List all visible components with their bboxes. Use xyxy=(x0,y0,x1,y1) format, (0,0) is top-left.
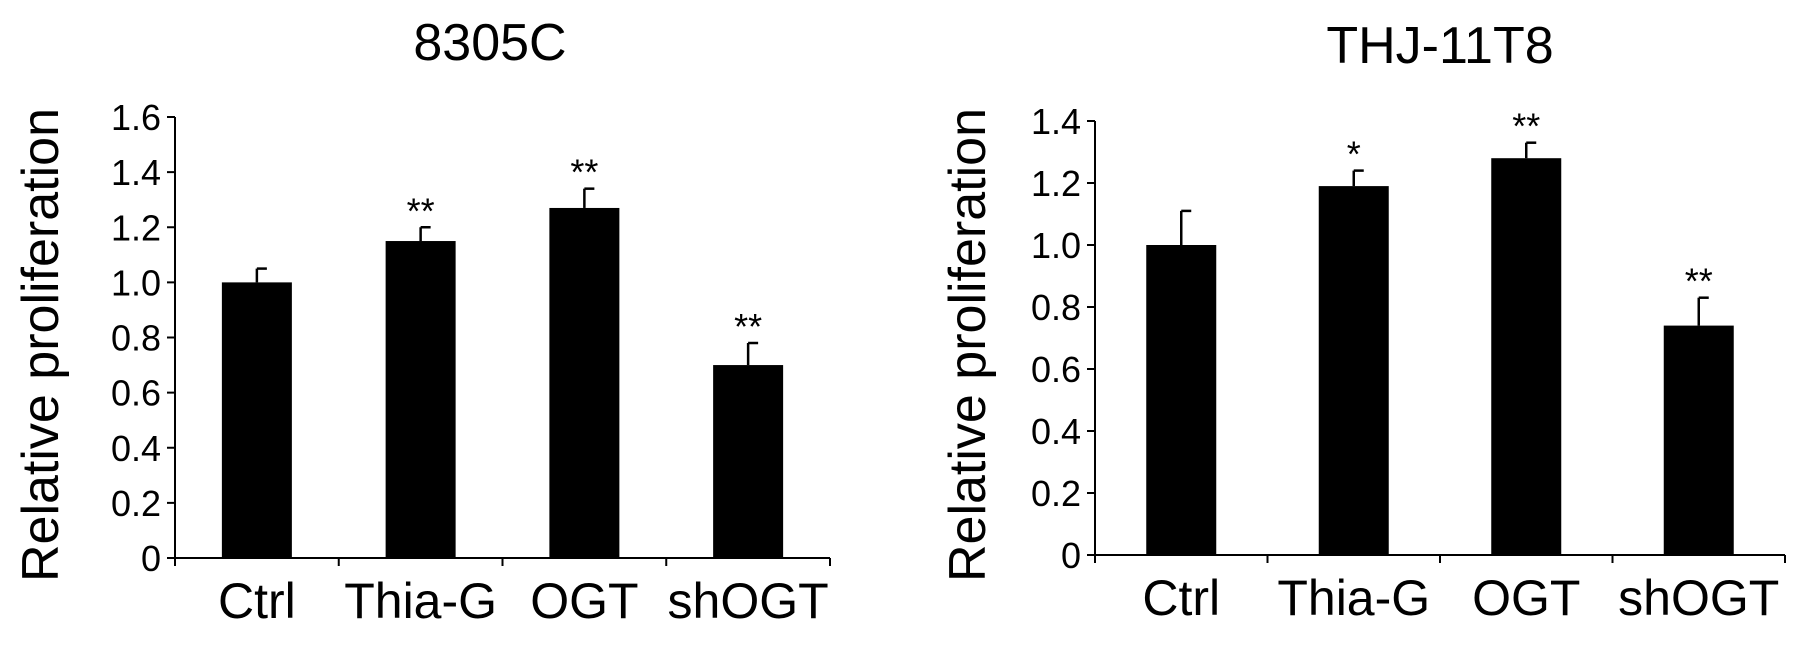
y-tick-label: 1.4 xyxy=(111,152,161,193)
significance-marker: * xyxy=(1347,134,1361,175)
chart-title: THJ-11T8 xyxy=(1326,17,1553,75)
x-tick-label: OGT xyxy=(1472,570,1580,626)
significance-marker: ** xyxy=(407,190,435,231)
y-tick-label: 1.2 xyxy=(1031,163,1081,204)
bar-thia-g xyxy=(1318,186,1389,555)
y-tick-label: 0.4 xyxy=(111,428,161,469)
bar-shogt xyxy=(1663,325,1734,555)
x-tick-label: Ctrl xyxy=(218,573,296,629)
y-axis-label: Relative proliferation xyxy=(12,108,70,582)
significance-marker: ** xyxy=(734,306,762,347)
y-tick-label: 1.0 xyxy=(1031,225,1081,266)
y-tick-label: 1.2 xyxy=(111,207,161,248)
y-tick-label: 0.4 xyxy=(1031,411,1081,452)
bar-shogt xyxy=(713,365,784,558)
chart-title: 8305C xyxy=(413,14,566,72)
y-tick-label: 0 xyxy=(141,538,161,579)
y-tick-label: 0.8 xyxy=(111,318,161,359)
bar-ctrl xyxy=(1146,245,1217,555)
bar-ctrl xyxy=(221,282,292,558)
significance-marker: ** xyxy=(1512,106,1540,147)
chart-8305c: 8305C Relative proliferation 0 0.2 0.4 0.6 0.8… xyxy=(12,14,831,629)
bar-thia-g xyxy=(385,241,456,558)
significance-marker: ** xyxy=(570,152,598,193)
x-tick-label: OGT xyxy=(530,573,638,629)
significance-marker: ** xyxy=(1685,261,1713,302)
y-tick-label: 0.8 xyxy=(1031,287,1081,328)
chart-thj-11t8: THJ-11T8 Relative proliferation 0 0.2 0.4 0.6… xyxy=(939,17,1786,626)
x-tick-label: Thia-G xyxy=(344,573,497,629)
y-tick-label: 1.0 xyxy=(111,262,161,303)
bar-ogt xyxy=(549,207,620,559)
x-tick-label: Ctrl xyxy=(1142,570,1220,626)
x-tick-label: Thia-G xyxy=(1277,570,1430,626)
y-tick-label: 0 xyxy=(1061,535,1081,576)
y-tick-label: 1.4 xyxy=(1031,101,1081,142)
y-tick-label: 0.2 xyxy=(1031,473,1081,514)
x-tick-label: shOGT xyxy=(668,573,829,629)
y-tick-label: 0.6 xyxy=(111,373,161,414)
y-axis-label: Relative proliferation xyxy=(939,108,997,582)
y-tick-label: 0.2 xyxy=(111,483,161,524)
y-tick-label: 0.6 xyxy=(1031,349,1081,390)
y-tick-label: 1.6 xyxy=(111,97,161,138)
bar-ogt xyxy=(1491,158,1562,555)
x-tick-label: shOGT xyxy=(1618,570,1779,626)
